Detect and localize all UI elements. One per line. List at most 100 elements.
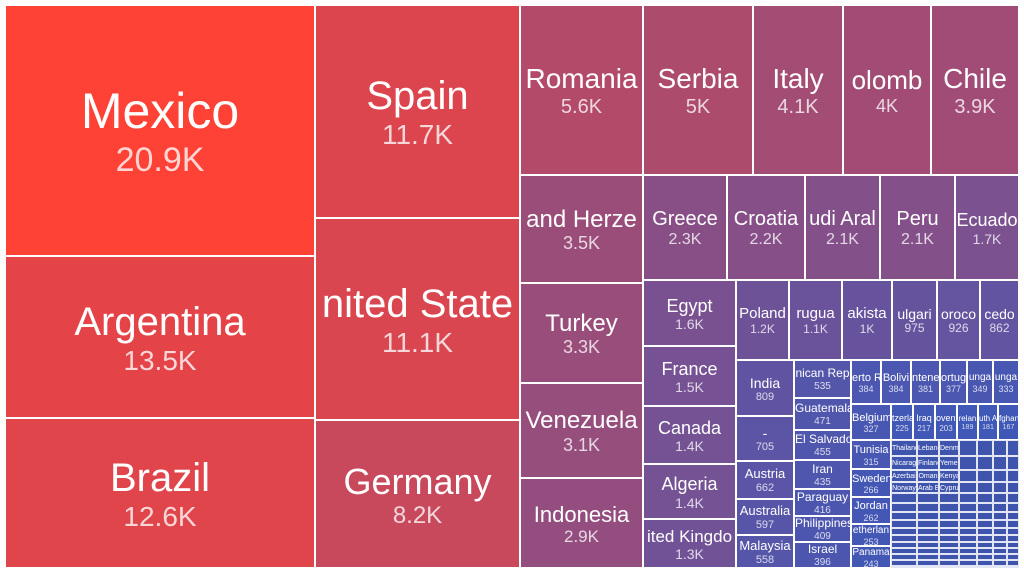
treemap-cell-spain: Spain 11.7K [315, 5, 520, 218]
treemap-cell-mexico: Mexico 20.9K [5, 5, 315, 256]
treemap-small-cell [1007, 456, 1019, 470]
treemap-small-cell [1007, 440, 1019, 456]
treemap-cell-greece: Greece 2.3K [643, 175, 727, 280]
treemap-cell-value: 597 [755, 519, 775, 532]
treemap-small-cell: Norway [891, 482, 917, 493]
treemap-cell-label: unga [994, 372, 1018, 384]
treemap-cell-afghanistan: fghani167 [998, 404, 1019, 440]
treemap-cell-value: 558 [755, 553, 775, 566]
treemap-cell-peru: Peru 2.1K [880, 175, 955, 280]
treemap-cell-value: 262 [863, 512, 879, 523]
treemap-small-cell [993, 566, 1007, 568]
treemap-small-cell [993, 548, 1007, 554]
treemap-cell-switzerland: tzerla 225 [891, 404, 913, 440]
treemap-cell-label: uth Af [979, 414, 997, 424]
treemap-small-cell [977, 528, 993, 535]
treemap-small-cell [977, 560, 993, 566]
treemap-small-cell [939, 493, 959, 503]
treemap-cell-value: 1.1K [803, 322, 828, 336]
treemap-cell-romania: Romania 5.6K [520, 5, 643, 175]
treemap-cell-label: ited Kingdo [646, 526, 733, 546]
treemap-small-cell [917, 542, 939, 548]
treemap-small-cell [993, 470, 1007, 482]
treemap-cell-value: 13.5K [123, 344, 197, 376]
treemap-small-cell [1007, 482, 1019, 493]
treemap-small-cell [959, 566, 977, 568]
treemap-cell-label: Philippines [795, 517, 850, 531]
treemap-cell-value: 2.1K [901, 230, 934, 248]
treemap-cell-iraq: Iraq 217 [913, 404, 935, 440]
treemap-cell-value: 5.6K [560, 95, 603, 118]
treemap-small-cell [1007, 566, 1019, 568]
treemap-cell-value: 1.2K [750, 322, 775, 336]
treemap-cell-label: udi Aral [809, 207, 876, 230]
treemap-cell-label: Belgium [852, 411, 890, 424]
treemap-small-cell: Denmark [939, 440, 959, 456]
treemap-small-cell [917, 528, 939, 535]
treemap-cell-malaysia: Malaysia 558 [736, 535, 794, 568]
treemap-small-cell [959, 456, 977, 470]
treemap-cell-value: 189 [961, 423, 974, 431]
treemap-cell-hungary: unga 349 [967, 360, 993, 404]
treemap-small-cell [993, 493, 1007, 503]
treemap-cell-value: 20.9K [115, 140, 205, 179]
treemap-cell-indonesia: Indonesia 2.9K [520, 478, 643, 568]
treemap-cell-label: Algeria [661, 474, 718, 495]
treemap-cell-value: 1.3K [675, 546, 704, 563]
treemap-small-cell [977, 482, 993, 493]
treemap-small-cell [917, 503, 939, 512]
treemap-cell-value: 11.1K [381, 326, 454, 358]
treemap-cell-label: El Salvador [795, 433, 850, 447]
treemap-small-cell [959, 548, 977, 554]
treemap-small-cell [977, 548, 993, 554]
treemap-cell-label: Iraq [916, 413, 932, 424]
treemap-cell-value: 8.2K [392, 501, 443, 529]
treemap-cell-label: Guatemala [795, 402, 850, 416]
treemap-cell-paraguay: Paraguay 416 [794, 489, 851, 516]
treemap-small-cell [1007, 542, 1019, 548]
treemap-small-cell [1007, 554, 1019, 560]
treemap-small-cell [993, 456, 1007, 470]
treemap-cell-label: France [661, 358, 718, 379]
treemap-cell-label: Romania [525, 63, 638, 95]
treemap-cell-value: 266 [863, 485, 879, 496]
treemap-cell-value: 12.6K [123, 500, 197, 532]
treemap-small-cell [917, 512, 939, 520]
treemap-small-cell [993, 440, 1007, 456]
treemap-small-cell [939, 548, 959, 554]
treemap-small-cell [959, 535, 977, 542]
treemap-cell-montenegro: ntenegr381 [911, 360, 940, 404]
treemap-cell-label: Canada [657, 417, 722, 438]
treemap-cell-uruguay: rugua 1.1K [789, 280, 842, 360]
treemap-small-cell [891, 542, 917, 548]
treemap-cell-value: 409 [814, 531, 831, 542]
treemap-small-cell: Nicaragua [891, 456, 917, 470]
treemap-small-cell [977, 520, 993, 528]
treemap-cell-saudi-arabia: udi Aral 2.1K [805, 175, 880, 280]
treemap-cell-label: relan [958, 414, 977, 424]
treemap-small-cell [891, 560, 917, 566]
treemap-small-cell [1007, 535, 1019, 542]
treemap-small-cell [1007, 512, 1019, 520]
treemap-cell-united-states: nited State 11.1K [315, 218, 520, 420]
treemap-cell-label: Australia [739, 504, 791, 519]
treemap-small-cell: Oman [917, 470, 939, 482]
treemap-cell-value: 333 [998, 383, 1014, 394]
treemap-cell-label: Germany [343, 460, 492, 502]
treemap-cell-label: Sweden [852, 472, 890, 485]
treemap-cell-label: nican Rep [795, 367, 850, 381]
treemap-small-cell [993, 520, 1007, 528]
treemap-cell-value: 705 [755, 441, 775, 454]
treemap-cell-label: Chile [943, 63, 1007, 95]
treemap-cell-label: Brazil [109, 455, 211, 500]
treemap-cell-label: Egypt [666, 295, 713, 316]
treemap-small-cell [917, 554, 939, 560]
treemap-small-cell [993, 482, 1007, 493]
treemap-small-cell [977, 512, 993, 520]
treemap-small-cell [891, 528, 917, 535]
treemap-cell-value: 2.1K [826, 230, 859, 248]
treemap-cell-value: 435 [814, 476, 831, 488]
treemap-cell-label: Indonesia [533, 501, 630, 527]
treemap-cell-label: fghani [999, 414, 1018, 424]
treemap-cell-label: - [762, 425, 768, 442]
